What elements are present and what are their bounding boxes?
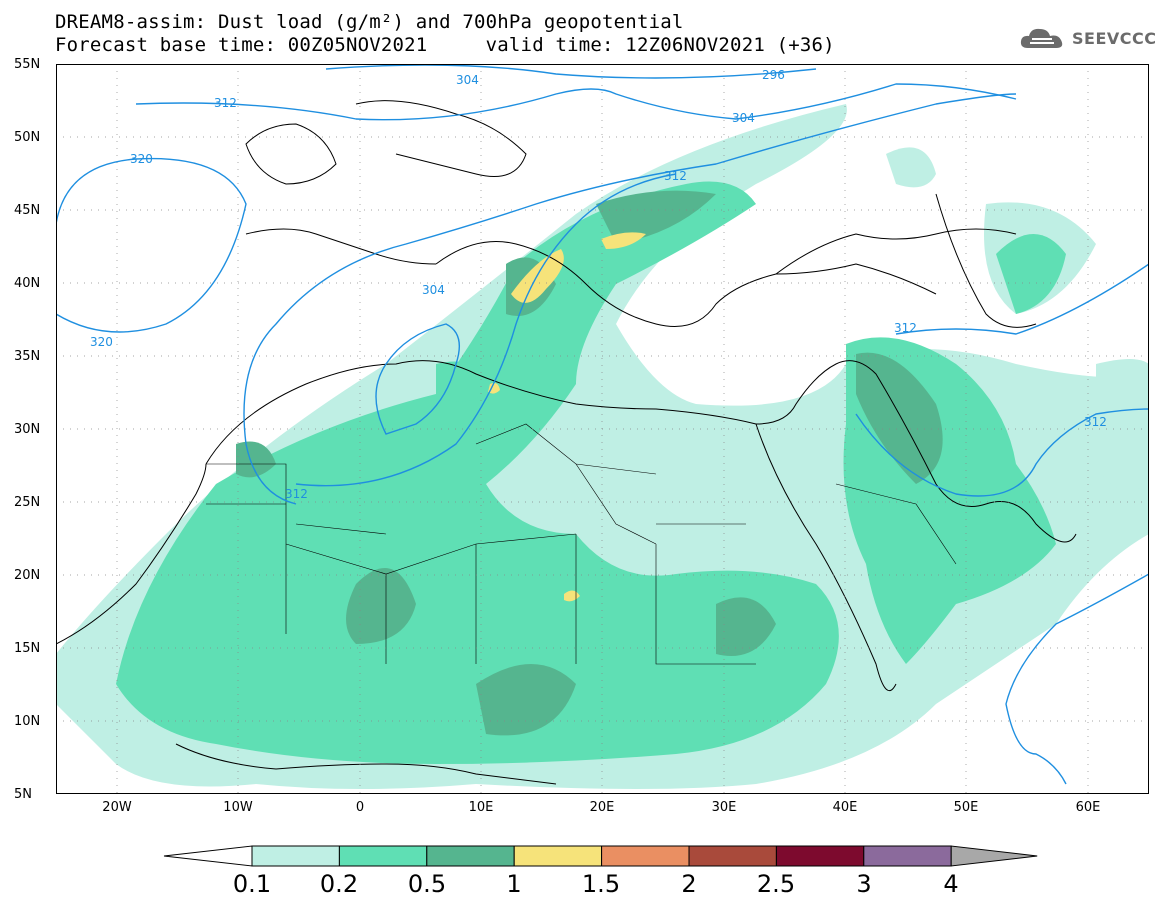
dust-band-dark	[236, 190, 943, 736]
contour-label: 320	[130, 152, 153, 166]
cloud-icon	[1020, 28, 1063, 48]
lon-label: 20E	[589, 800, 615, 815]
contour-labels: 296 304 304 304 312 312 312 312 312 320 …	[90, 68, 1107, 501]
lon-label: 30E	[711, 800, 737, 815]
contour-label: 296	[762, 68, 785, 82]
colorbar-segment	[775, 845, 865, 867]
lat-label: 40N	[14, 276, 41, 291]
lon-label: 10E	[468, 800, 494, 815]
contour-label: 304	[732, 111, 755, 125]
lat-label: 15N	[14, 641, 41, 656]
colorbar	[163, 845, 1038, 867]
map-title: DREAM8-assim: Dust load (g/m²) and 700hP…	[55, 11, 684, 33]
colorbar-label: 4	[943, 870, 959, 898]
borders	[206, 423, 957, 665]
contour-label: 320	[90, 335, 113, 349]
dust-map: 296 304 304 304 312 312 312 312 312 320 …	[56, 64, 1149, 794]
contour-label: 312	[894, 321, 917, 335]
colorbar-segment	[513, 845, 603, 867]
coastlines	[56, 100, 1077, 785]
lon-label: 10W	[223, 800, 253, 815]
colorbar-segment	[251, 845, 340, 867]
lat-label: 5N	[14, 787, 32, 802]
lat-label: 20N	[14, 568, 41, 583]
lat-label: 50N	[14, 130, 41, 145]
colorbar-segment	[338, 845, 428, 867]
lon-label: 20W	[102, 800, 132, 815]
colorbar-segment	[426, 845, 515, 867]
contour-label: 304	[456, 73, 479, 87]
lat-label: 35N	[14, 349, 41, 364]
contour-label: 312	[1084, 415, 1107, 429]
colorbar-segment	[688, 845, 777, 867]
colorbar-label: 0.5	[407, 870, 447, 898]
lat-label: 55N	[14, 57, 41, 72]
map-frame	[56, 64, 1149, 794]
contour-label: 304	[422, 283, 445, 297]
colorbar-arrow-low	[163, 845, 253, 867]
lat-label: 10N	[14, 714, 41, 729]
colorbar-label: 1.5	[581, 870, 621, 898]
contour-label: 312	[285, 487, 308, 501]
colorbar-label: 0.2	[319, 870, 359, 898]
logo-text: SEEVCCC	[1072, 28, 1157, 48]
colorbar-segment	[601, 845, 690, 867]
colorbar-segment	[863, 845, 952, 867]
forecast-time-line: Forecast base time: 00Z05NOV2021 valid t…	[55, 34, 835, 56]
lat-label: 25N	[14, 495, 41, 510]
colorbar-arrow-high	[950, 845, 1038, 867]
lat-label: 30N	[14, 422, 41, 437]
lon-label: 0	[355, 800, 365, 815]
contour-label: 312	[664, 169, 687, 183]
colorbar-label: 2.5	[756, 870, 796, 898]
lat-label: 45N	[14, 203, 41, 218]
graticule	[56, 64, 1149, 794]
lon-label: 50E	[953, 800, 979, 815]
lon-label: 60E	[1075, 800, 1101, 815]
colorbar-label: 3	[856, 870, 872, 898]
seevccc-logo: SEEVCCC	[1018, 24, 1157, 52]
geopotential-contours	[56, 64, 1149, 785]
colorbar-label: 2	[681, 870, 697, 898]
lon-label: 40E	[832, 800, 858, 815]
contour-label: 312	[214, 96, 237, 110]
colorbar-label: 1	[506, 870, 522, 898]
colorbar-label: 0.1	[232, 870, 272, 898]
